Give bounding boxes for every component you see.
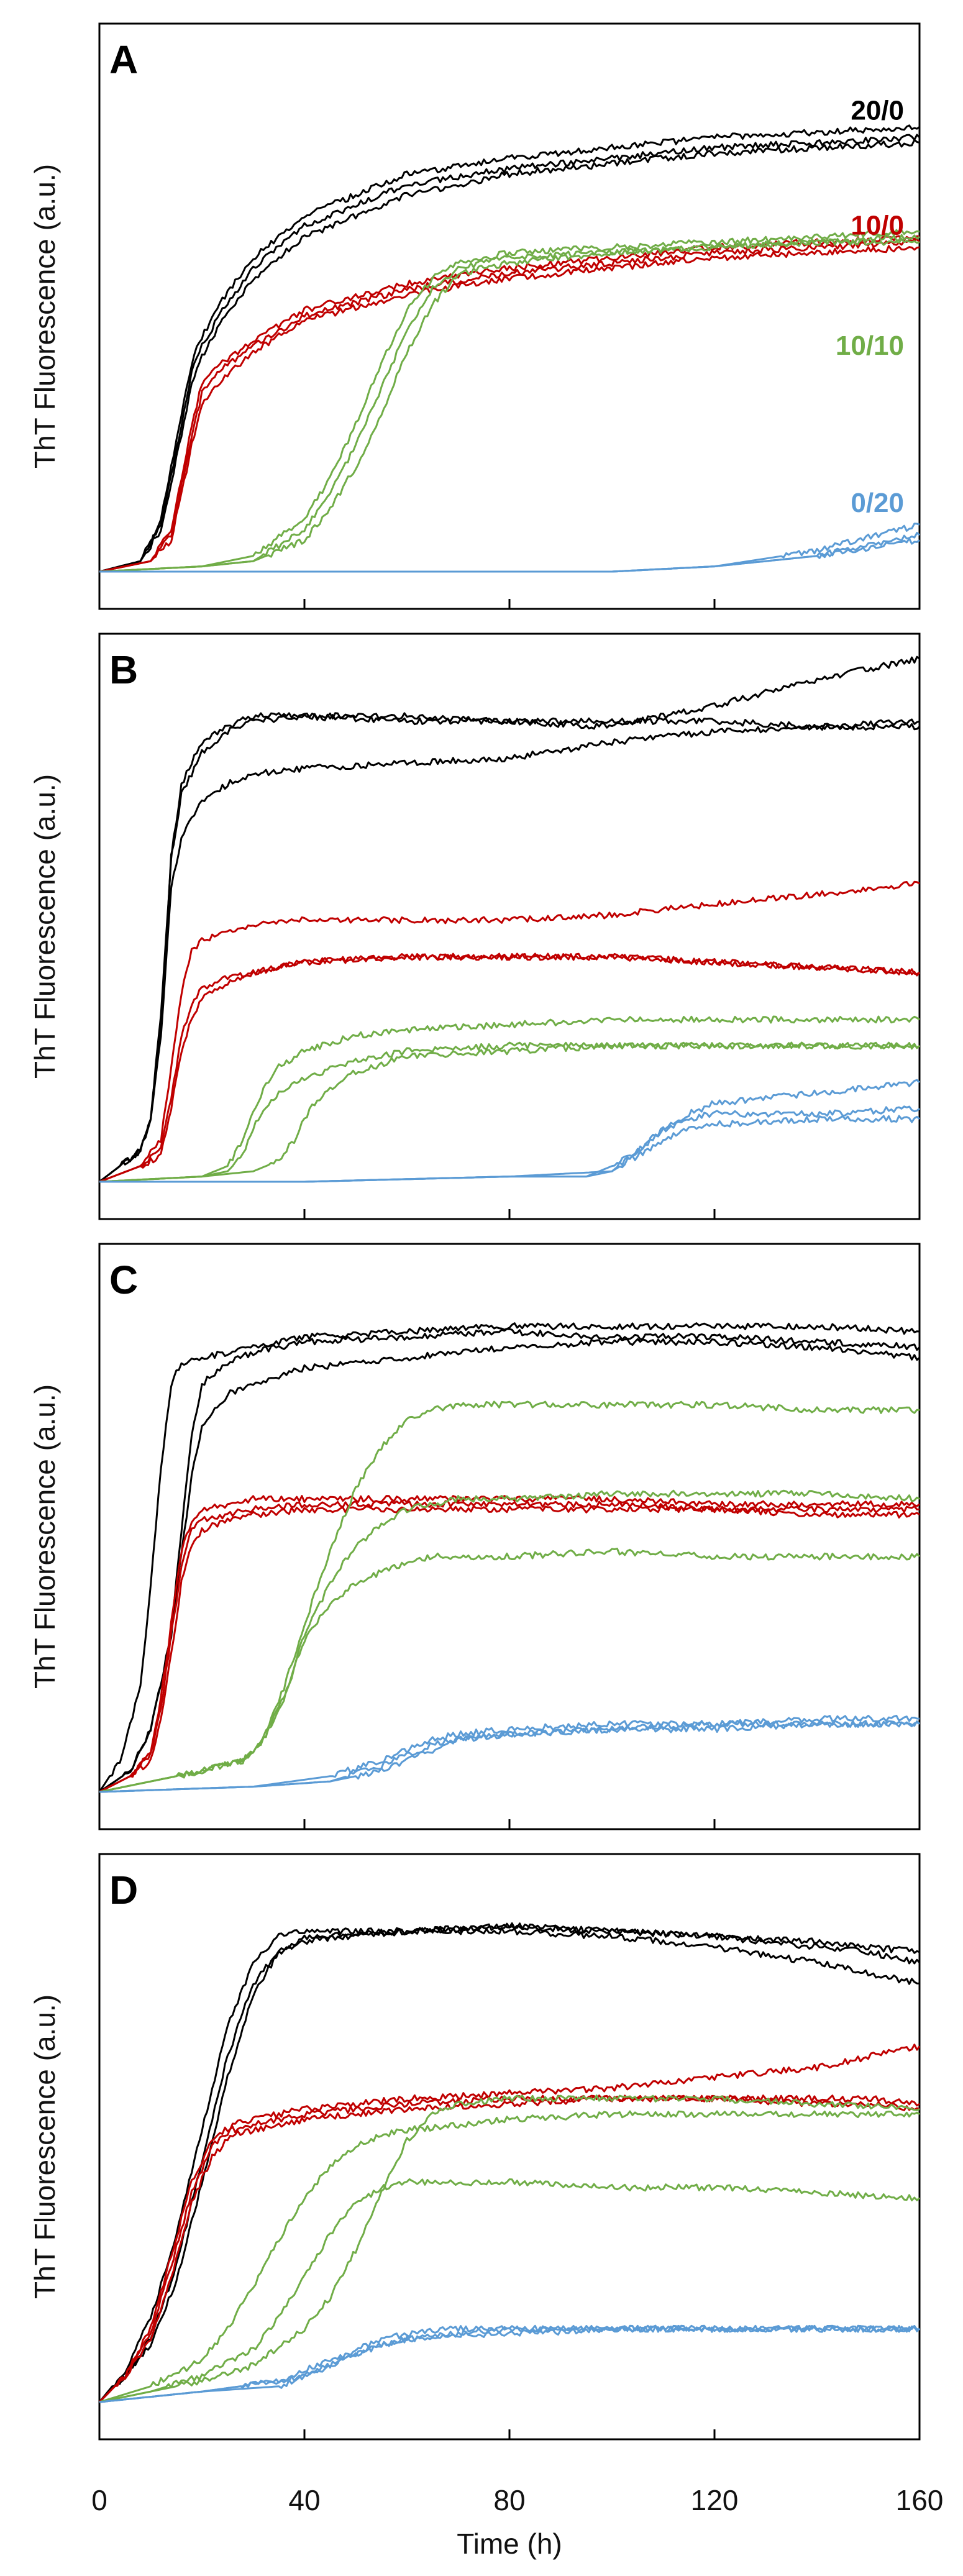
series-line-10-0-rep3 [99,1505,920,1793]
panel-letter: B [109,647,138,692]
y-axis-title: ThT Fluorescence (a.u.) [29,774,61,1079]
series-group [98,1922,921,2403]
series-line-10-10-rep3 [99,238,920,573]
series-group [99,655,921,1183]
x-tick-label: 160 [896,2484,944,2516]
series-line-20-0-rep2 [99,134,921,573]
series-line-20-0-rep1 [98,1322,920,1793]
series-line-0-20-rep3 [99,1720,921,1793]
panel-letter: D [109,1868,138,1912]
panel-B: B ThT Fluorescence (a.u.) [29,633,921,1220]
series-line-10-0-rep3 [99,245,920,573]
x-tick-label: 40 [288,2484,320,2516]
x-axis: 0 40 80 120 160 Time (h) [91,2484,943,2560]
series-line-20-0-rep2 [99,1328,921,1793]
series-line-10-0-rep1 [99,880,920,1183]
series-line-20-0-rep3 [99,1338,920,1793]
series-line-10-10-rep1 [99,229,920,573]
series-line-10-0-rep3 [99,952,920,1183]
series-line-0-20-rep3 [99,537,920,573]
series-line-10-10-rep3 [99,1547,921,1793]
series-line-10-0-rep3 [98,2094,920,2403]
x-tick-label: 0 [91,2484,107,2516]
y-axis-title: ThT Fluorescence (a.u.) [29,1994,61,2299]
series-line-20-0-rep3 [99,139,920,573]
panel-letter: A [109,37,138,82]
series-line-0-20-rep3 [99,1079,921,1183]
y-axis-title: ThT Fluorescence (a.u.) [29,1384,61,1689]
series-line-10-10-rep1 [99,2110,920,2403]
series-line-10-0-rep1 [99,1495,920,1793]
series-line-0-20-rep3 [99,2324,920,2403]
legend-label-20-0: 20/0 [851,95,904,126]
x-tick-label: 120 [691,2484,739,2516]
series-line-10-0-rep1 [98,2044,921,2403]
panel-A: A ThT Fluorescence (a.u.) 20/0 10/0 10/10 0/2… [29,22,921,610]
series-line-10-10-rep3 [99,2094,920,2403]
series-line-20-0-rep3 [98,1927,920,2403]
series-line-10-10-rep3 [99,1041,921,1183]
panels: A ThT Fluorescence (a.u.) 20/0 10/0 10/10 0/2… [29,22,921,2441]
series-line-20-0-rep3 [99,718,920,1183]
series-line-20-0-rep1 [99,655,920,1183]
legend-label-10-0: 10/0 [851,211,904,241]
series-line-10-0-rep2 [99,1500,920,1793]
legend-label-10-10: 10/10 [836,331,904,361]
panel-D: D ThT Fluorescence (a.u.) [29,1853,921,2441]
series-line-20-0-rep2 [99,712,921,1183]
panel-letter: C [109,1258,138,1302]
series-line-10-10-rep2 [99,2178,920,2403]
series-line-20-0-rep1 [99,124,920,573]
x-tick-label: 80 [493,2484,525,2516]
series-group [98,1322,921,1793]
panel-C: C ThT Fluorescence (a.u.) [29,1243,921,1830]
series-group [99,124,921,573]
y-axis-title: ThT Fluorescence (a.u.) [29,164,61,468]
series-line-10-10-rep1 [99,1015,920,1183]
series-line-10-0-rep2 [99,238,921,573]
series-line-20-0-rep2 [98,1922,921,2403]
x-axis-title: Time (h) [457,2528,562,2560]
legend-label-0-20: 0/20 [851,488,904,518]
